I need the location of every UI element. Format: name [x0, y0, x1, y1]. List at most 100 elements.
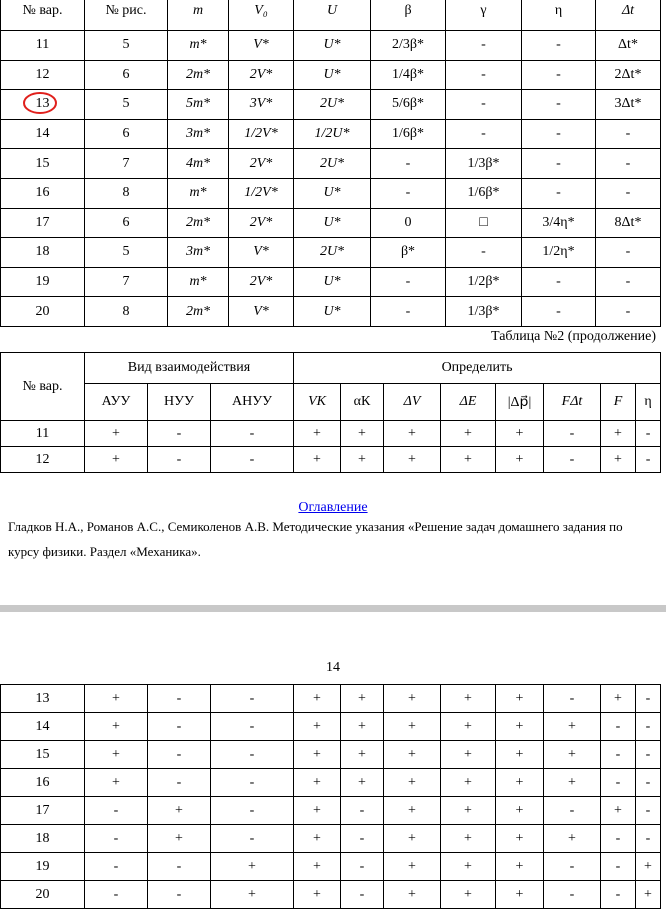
cell: 18	[0, 824, 85, 853]
cell: -	[445, 59, 522, 91]
cell: -	[370, 148, 446, 179]
cell: +	[383, 824, 441, 853]
cell: -	[521, 266, 596, 298]
cell: 1/6β*	[445, 177, 522, 209]
cell: -	[147, 420, 211, 447]
tbody: № вар. Вид взаимодействия Определить АУУ НУУ…	[0, 352, 662, 473]
cell: -	[84, 824, 148, 853]
row: 14 + - - + + + + + + - -	[0, 712, 661, 741]
header-cell: γ	[445, 0, 522, 31]
header-cell: № рис.	[84, 0, 168, 31]
cell: -	[210, 684, 294, 713]
cell: +	[210, 852, 294, 881]
cell: +	[210, 880, 294, 909]
cell: +	[543, 712, 601, 741]
cell: 15	[0, 148, 85, 179]
toc-link[interactable]: Оглавление	[298, 500, 368, 515]
row: 20 8 2m* V* U* -1/3β* - -	[0, 296, 661, 327]
cell: +	[495, 420, 544, 447]
cell: 5/6β*	[370, 89, 446, 120]
cell: 2U*	[293, 148, 371, 179]
cell: -	[595, 177, 661, 209]
cell: 2Δt*	[595, 59, 661, 91]
cell: -	[445, 118, 522, 150]
header-cell: VК	[293, 383, 341, 421]
cell: 7	[84, 266, 168, 298]
row: 16 + - - + + + + + + - -	[0, 768, 661, 797]
cell: 12	[0, 446, 85, 473]
cell: m*	[167, 177, 229, 209]
caption: Таблица №2 (продолжение)	[491, 329, 656, 344]
cell: +	[440, 824, 496, 853]
cell: 14	[0, 118, 85, 150]
cell: +	[340, 420, 384, 447]
header-cell: η	[521, 0, 596, 31]
cell: +	[293, 852, 341, 881]
cell: +	[543, 824, 601, 853]
cell: 2V*	[228, 207, 294, 239]
cell: 2m*	[167, 296, 229, 327]
cell: +	[495, 880, 544, 909]
cell: +	[340, 768, 384, 797]
cell: +	[293, 880, 341, 909]
cell: 2/3β*	[370, 30, 446, 61]
cell: -	[543, 446, 601, 473]
cell: -	[340, 796, 384, 825]
cell: -	[521, 30, 596, 61]
header-cell: αК	[340, 383, 384, 421]
cell: 6	[84, 207, 168, 239]
cell: -	[210, 420, 294, 447]
page-number: 14	[326, 660, 340, 675]
cell: 14	[0, 712, 85, 741]
cell: +	[84, 740, 148, 769]
row: 11 + - - + + + + + - + -	[0, 420, 662, 447]
cell: -	[595, 266, 661, 298]
row: 12 + - - + + + + + - + -	[0, 446, 662, 473]
cell: -	[595, 118, 661, 150]
header-cell: АУУ	[84, 383, 148, 421]
header-cell: V₀	[228, 0, 294, 31]
row: 14 6 3m* 1/2V* 1/2U* 1/6β* - - -	[0, 118, 661, 150]
cell: 2U*	[293, 89, 371, 120]
cell: 8	[84, 177, 168, 209]
cell: U*	[293, 296, 371, 327]
cell: +	[84, 684, 148, 713]
header-cell: m	[167, 0, 229, 31]
cell: U*	[293, 30, 371, 61]
cell: 4m*	[167, 148, 229, 179]
row: 18- + - + - + + + + - -	[0, 824, 661, 853]
cell: +	[495, 768, 544, 797]
cell: 2m*	[167, 207, 229, 239]
cell: 1/2U*	[293, 118, 371, 150]
cell: +	[635, 852, 661, 881]
cell: 5	[84, 89, 168, 120]
cell: -	[147, 768, 211, 797]
cell: V*	[228, 237, 294, 268]
cell: 6	[84, 118, 168, 150]
cell: +	[383, 712, 441, 741]
cell: +	[440, 796, 496, 825]
cell: 19	[0, 852, 85, 881]
cell: -	[445, 89, 522, 120]
header-cell: FΔt	[543, 383, 601, 421]
cell: +	[495, 684, 544, 713]
table-interaction: № вар. Вид взаимодействия Определить АУУ НУУ…	[0, 352, 662, 473]
cell: +	[293, 768, 341, 797]
cell: -	[595, 296, 661, 327]
cell: 1/6β*	[370, 118, 446, 150]
cell: 12	[0, 59, 85, 91]
cell: 6	[84, 59, 168, 91]
cell: +	[440, 420, 496, 447]
header-cell: Определить	[292, 352, 662, 384]
cell: -	[210, 740, 294, 769]
row: 15 + - - + + + + + + - -	[0, 740, 661, 769]
cell: -	[600, 852, 636, 881]
row: 13 5 5m* 3V* 2U* 5/6β* - -3Δt*	[0, 89, 661, 120]
tbody: 13 + - - + + + + + - + -14 + - - + + + + + + - -15 + - - + + + + + + - -1…	[0, 684, 661, 909]
header-cell: U	[293, 0, 371, 31]
cell: -	[210, 796, 294, 825]
cell: +	[147, 824, 211, 853]
cell: +	[600, 420, 636, 447]
cell: 1/4β*	[370, 59, 446, 91]
